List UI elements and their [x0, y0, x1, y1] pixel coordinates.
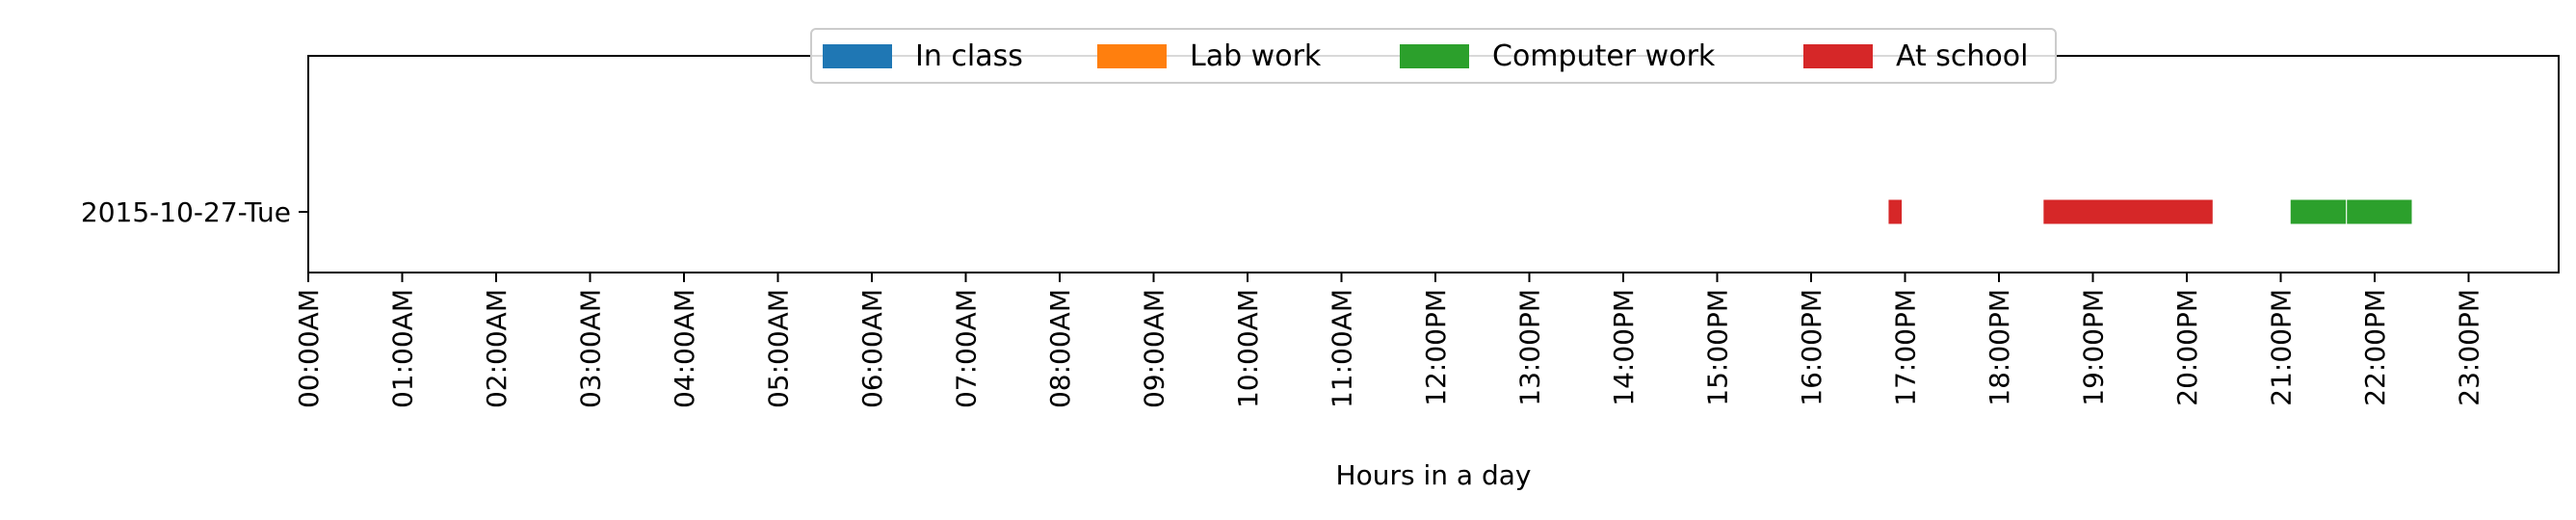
legend-swatch: [1803, 44, 1873, 68]
x-tick-label: 17:00PM: [1890, 289, 1922, 406]
x-tick-label: 04:00AM: [669, 289, 700, 408]
x-tick-label: 10:00AM: [1232, 289, 1264, 408]
legend-label: Lab work: [1190, 39, 1322, 73]
x-tick-label: 15:00PM: [1702, 289, 1734, 406]
plot-frame: [307, 55, 2560, 273]
x-tick-label: 12:00PM: [1420, 289, 1452, 406]
x-axis-label: Hours in a day: [1336, 459, 1532, 491]
x-tick-label: 01:00AM: [387, 289, 419, 408]
x-axis: 00:00AM 01:00AM 02:00AM 03:00AM 04:00AM 05:00…: [293, 273, 2485, 408]
x-tick-label: 07:00AM: [951, 289, 983, 408]
bars-layer: [1887, 198, 2413, 225]
x-tick-label: 16:00PM: [1796, 289, 1827, 406]
x-tick-label: 06:00AM: [856, 289, 888, 408]
y-axis: 2015-10-27-Tue: [81, 196, 308, 228]
x-tick-label: 14:00PM: [1608, 289, 1640, 406]
x-tick-label: 05:00AM: [763, 289, 795, 408]
legend-swatch: [1400, 44, 1469, 68]
x-tick-label: 02:00AM: [481, 289, 513, 408]
bar-computer-work-0: [2289, 198, 2348, 225]
legend-label: At school: [1896, 39, 2028, 73]
x-tick-label: 19:00PM: [2078, 289, 2110, 406]
x-tick-label: 09:00AM: [1139, 289, 1170, 408]
x-tick-label: 03:00AM: [575, 289, 607, 408]
x-tick-label: 18:00PM: [1984, 289, 2015, 406]
x-tick-label: 13:00PM: [1514, 289, 1546, 406]
legend: In class Lab work Computer work At school: [810, 28, 2057, 84]
bar-computer-work-1: [2346, 198, 2413, 225]
x-tick-label: 20:00PM: [2171, 289, 2203, 406]
x-tick-label: 21:00PM: [2266, 289, 2298, 406]
legend-label: Computer work: [1492, 39, 1716, 73]
legend-label: In class: [915, 39, 1023, 73]
bar-at-school-1: [2042, 198, 2214, 225]
x-tick-label: 00:00AM: [293, 289, 325, 408]
legend-swatch: [823, 44, 892, 68]
legend-swatch: [1097, 44, 1167, 68]
x-tick-label: 23:00PM: [2454, 289, 2485, 406]
bar-at-school-0: [1887, 198, 1904, 225]
x-tick-label: 22:00PM: [2359, 289, 2391, 406]
x-tick-label: 11:00AM: [1327, 289, 1358, 408]
y-tick-label: 2015-10-27-Tue: [81, 196, 291, 228]
x-tick-label: 08:00AM: [1044, 289, 1076, 408]
